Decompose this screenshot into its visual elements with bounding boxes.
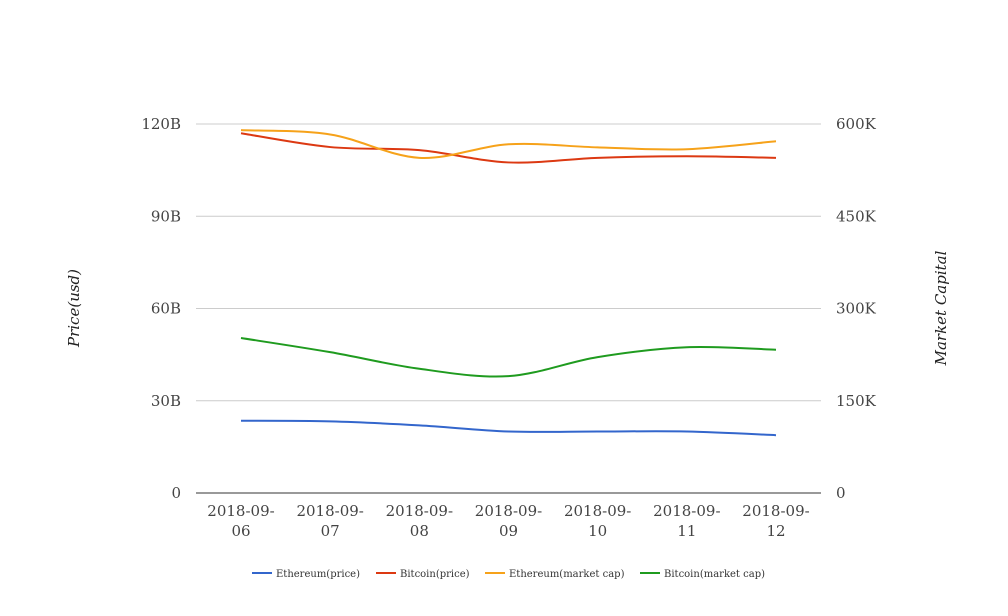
legend-label: Bitcoin(price) [400,569,470,580]
left-tick-label: 90B [151,207,181,225]
right-tick-label: 0 [836,484,846,502]
legend-label: Ethereum(price) [276,569,360,580]
series-line-ethereum-price [240,419,777,437]
series-line-bitcoin-market-cap [240,337,777,378]
x-tick-label: 2018-09-07 [296,502,363,540]
left-axis-ticks: 0 30B 60B 90B 120B [141,115,181,502]
left-tick-label: 30B [151,392,181,410]
x-tick-label: 2018-09-10 [564,502,631,540]
x-tick-label: 2018-09-12 [742,502,809,540]
x-axis-ticks: 2018-09-06 2018-09-07 2018-09-08 2018-09-09… [207,502,809,540]
legend-label: Ethereum(market cap) [509,569,625,580]
x-tick-label: 2018-09-06 [207,502,274,540]
series-line-bitcoin-price [240,132,777,164]
legend-item-ethereum-price: Ethereum(price) [252,569,360,580]
x-tick-label: 2018-09-08 [386,502,453,540]
right-tick-label: 450K [836,207,877,225]
left-axis-title: Price(usd) [65,269,83,348]
left-tick-label: 0 [171,484,181,502]
right-tick-label: 300K [836,300,877,318]
left-tick-label: 60B [151,300,181,318]
right-axis-title: Market Capital [932,250,950,366]
right-axis-ticks: 0 150K 300K 450K 600K [836,115,877,502]
right-tick-label: 150K [836,392,877,410]
legend-item-bitcoin-market-cap: Bitcoin(market cap) [640,569,765,580]
left-tick-label: 120B [141,115,181,133]
right-tick-label: 600K [836,115,877,133]
legend-label: Bitcoin(market cap) [664,569,765,580]
legend: Ethereum(price) Bitcoin(price) Ethereum(ma… [252,569,765,580]
series-line-ethereum-market-cap [240,129,777,159]
x-tick-label: 2018-09-11 [653,502,720,540]
legend-item-ethereum-market-cap: Ethereum(market cap) [485,569,625,580]
x-tick-label: 2018-09-09 [475,502,542,540]
series-lines [240,129,777,437]
grid-lines [196,123,821,402]
legend-item-bitcoin-price: Bitcoin(price) [376,569,470,580]
